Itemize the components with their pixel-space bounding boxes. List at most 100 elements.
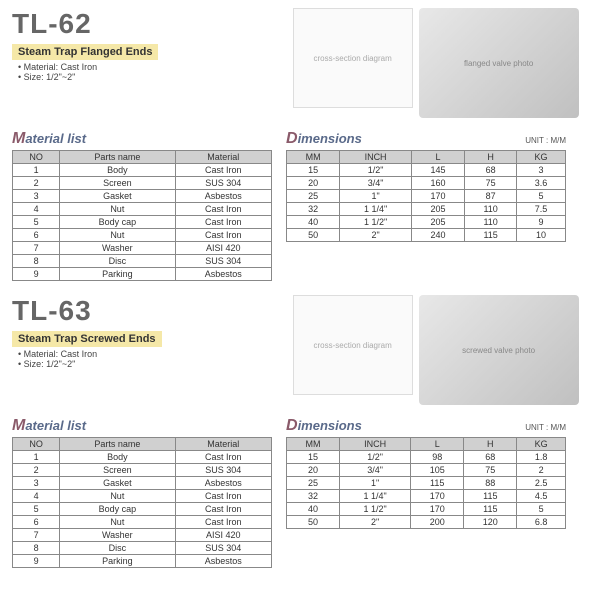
table-cell: 8 [13,542,60,555]
table-cell: Cast Iron [175,216,272,229]
table-cell: 10 [517,229,566,242]
table-cell: 4 [13,490,60,503]
table-row: 3GasketAsbestos [13,477,272,490]
table-row: 9ParkingAsbestos [13,555,272,568]
table-cell: 170 [411,490,464,503]
table-cell: 25 [287,190,340,203]
table-cell: 3 [517,164,566,177]
material-spec: Material: Cast Iron [18,349,279,359]
table-row: 1BodyCast Iron [13,451,272,464]
table-cell: Nut [60,203,175,216]
table-cell: 5 [517,190,566,203]
table-cell: 87 [465,190,517,203]
table-cell: 20 [287,177,340,190]
table-header: INCH [340,151,412,164]
table-row: 502"2001206.8 [287,516,566,529]
table-header: Material [175,438,272,451]
table-cell: 120 [464,516,517,529]
table-cell: 68 [464,451,517,464]
table-cell: 9 [517,216,566,229]
table-cell: Parking [60,268,175,281]
table-cell: Screen [60,464,175,477]
table-cell: 2 [13,464,60,477]
table-cell: Disc [60,542,175,555]
table-row: 6NutCast Iron [13,516,272,529]
table-row: 8DiscSUS 304 [13,255,272,268]
table-row: 321 1/4"1701154.5 [287,490,566,503]
table-row: 2ScreenSUS 304 [13,464,272,477]
table-header: L [411,151,464,164]
table-cell: 115 [465,229,517,242]
table-row: 7WasherAISI 420 [13,242,272,255]
table-cell: 15 [287,164,340,177]
table-row: 3GasketAsbestos [13,190,272,203]
size-spec: Size: 1/2"~2" [18,72,279,82]
table-cell: 1/2" [340,164,412,177]
product-photo: flanged valve photo [419,8,579,118]
table-row: 401 1/2"1701155 [287,503,566,516]
table-cell: Cast Iron [175,516,272,529]
table-row: 7WasherAISI 420 [13,529,272,542]
material-spec: Material: Cast Iron [18,62,279,72]
table-cell: Cast Iron [175,490,272,503]
table-cell: Asbestos [175,555,272,568]
table-cell: 6.8 [517,516,566,529]
material-list-title: Material list [12,130,272,148]
unit-label: UNIT : M/M [525,423,566,432]
table-cell: 110 [465,203,517,216]
model-number: TL-63 [12,295,285,327]
table-cell: Disc [60,255,175,268]
table-cell: AISI 420 [175,529,272,542]
table-cell: 5 [13,503,60,516]
table-cell: 1" [340,190,412,203]
product-subtitle: Steam Trap Flanged Ends [18,46,152,58]
table-cell: SUS 304 [175,542,272,555]
table-header: H [465,151,517,164]
table-cell: Cast Iron [175,503,272,516]
table-cell: 1 [13,164,60,177]
table-row: 5Body capCast Iron [13,503,272,516]
table-header: NO [13,438,60,451]
table-cell: 8 [13,255,60,268]
unit-label: UNIT : M/M [525,136,566,145]
table-header: L [411,438,464,451]
dimensions-table: MMINCHLHKG151/2"145683203/4"160753.6251"… [286,150,566,242]
table-header: INCH [340,438,411,451]
table-cell: Gasket [60,477,175,490]
table-cell: Gasket [60,190,175,203]
table-header: NO [13,151,60,164]
table-cell: 115 [464,503,517,516]
table-cell: Cast Iron [175,229,272,242]
table-cell: SUS 304 [175,464,272,477]
table-row: 151/2"98681.8 [287,451,566,464]
table-cell: Body [60,164,175,177]
table-row: 9ParkingAsbestos [13,268,272,281]
table-cell: 4 [13,203,60,216]
table-row: 251"170875 [287,190,566,203]
table-cell: 1 1/2" [340,216,412,229]
table-cell: Asbestos [175,268,272,281]
table-row: 321 1/4"2051107.5 [287,203,566,216]
table-cell: 2.5 [517,477,566,490]
cross-section-diagram: cross-section diagram [293,8,413,108]
table-cell: 200 [411,516,464,529]
table-row: 6NutCast Iron [13,229,272,242]
table-cell: Cast Iron [175,164,272,177]
table-cell: 5 [13,216,60,229]
table-row: 2ScreenSUS 304 [13,177,272,190]
table-cell: 3/4" [340,464,411,477]
page: TL-62Steam Trap Flanged EndsMaterial: Ca… [0,0,600,590]
table-cell: Asbestos [175,190,272,203]
table-cell: Body [60,451,175,464]
table-cell: 2 [517,464,566,477]
table-cell: 50 [287,516,340,529]
table-row: 251"115882.5 [287,477,566,490]
table-cell: 110 [465,216,517,229]
table-cell: 20 [287,464,340,477]
table-row: 502"24011510 [287,229,566,242]
table-header: MM [287,151,340,164]
table-cell: 9 [13,268,60,281]
table-header: KG [517,438,566,451]
table-row: 151/2"145683 [287,164,566,177]
table-cell: AISI 420 [175,242,272,255]
